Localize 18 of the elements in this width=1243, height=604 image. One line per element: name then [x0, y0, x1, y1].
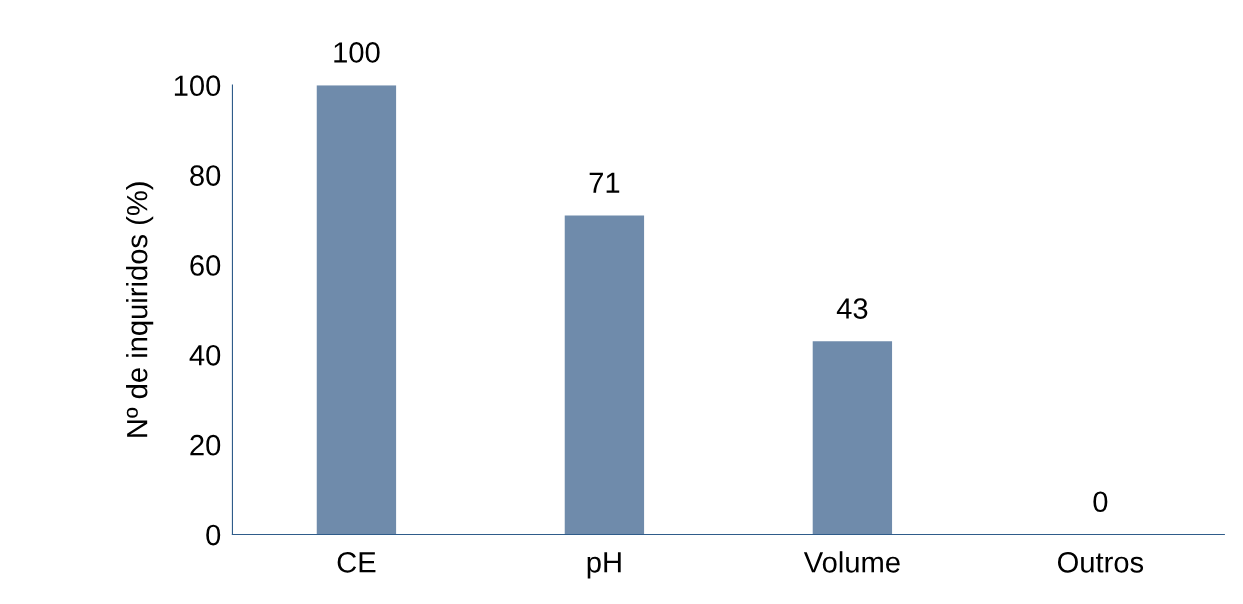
bar: [316, 85, 397, 535]
x-tick-label: CE: [337, 551, 376, 573]
x-tick-label: pH: [587, 552, 621, 579]
x-tick-label: Outros: [1057, 551, 1144, 573]
x-tick-label: Volume: [803, 551, 900, 573]
bar: [812, 341, 893, 535]
data-label: 71: [589, 172, 620, 193]
y-tick-label: 60: [190, 255, 221, 276]
y-tick-label: 20: [190, 434, 221, 456]
data-label: 100: [334, 42, 380, 63]
y-tick-label: 100: [174, 75, 221, 97]
y-axis-title: Nº de inquiridos (%): [126, 182, 154, 437]
y-tick-label: 40: [189, 344, 221, 366]
bar: [564, 215, 645, 535]
data-label: 43: [836, 298, 868, 319]
data-label: 0: [1093, 491, 1108, 513]
y-tick-label: 80: [190, 165, 221, 186]
y-tick-label: 0: [206, 524, 221, 546]
